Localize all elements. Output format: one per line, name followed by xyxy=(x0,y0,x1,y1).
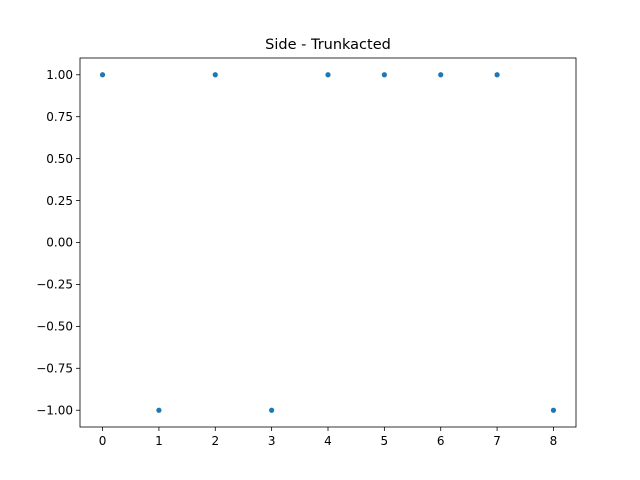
plot-area: 0 1 2 3 4 5 6 7 8 −1.00 −0.75 −0.50 −0.25 0.00 0.25 0.5… xyxy=(36,57,577,448)
y-tick-label: 0.00 xyxy=(46,236,73,250)
x-tick-label: 2 xyxy=(211,434,219,448)
chart-title: Side - Trunkacted xyxy=(265,37,391,53)
y-tick-label: 0.75 xyxy=(46,110,73,124)
data-point xyxy=(269,407,275,413)
data-point xyxy=(494,72,500,78)
data-point xyxy=(325,72,331,78)
x-tick-label: 8 xyxy=(550,434,558,448)
y-tick-label: −0.25 xyxy=(36,278,73,292)
x-tick-label: 0 xyxy=(99,434,107,448)
y-tick-label: 0.50 xyxy=(46,152,73,166)
x-tick-label: 5 xyxy=(381,434,389,448)
data-point xyxy=(99,72,106,78)
x-tick-label: 4 xyxy=(324,434,332,448)
x-tick-label: 6 xyxy=(437,434,445,448)
data-point xyxy=(438,72,444,78)
x-tick-label: 7 xyxy=(493,434,501,448)
y-tick-label: 1.00 xyxy=(46,68,73,82)
y-tick-label: −0.75 xyxy=(36,361,73,375)
data-point xyxy=(212,72,218,78)
x-tick-label: 1 xyxy=(155,434,163,448)
x-tick-label: 3 xyxy=(268,434,276,448)
y-tick-label: −1.00 xyxy=(36,403,73,417)
y-tick-label: −0.50 xyxy=(36,320,73,334)
data-point xyxy=(550,407,557,413)
axes-frame xyxy=(79,57,577,428)
y-tick-label: 0.25 xyxy=(46,194,73,208)
data-point xyxy=(156,407,162,413)
data-point xyxy=(381,72,387,78)
